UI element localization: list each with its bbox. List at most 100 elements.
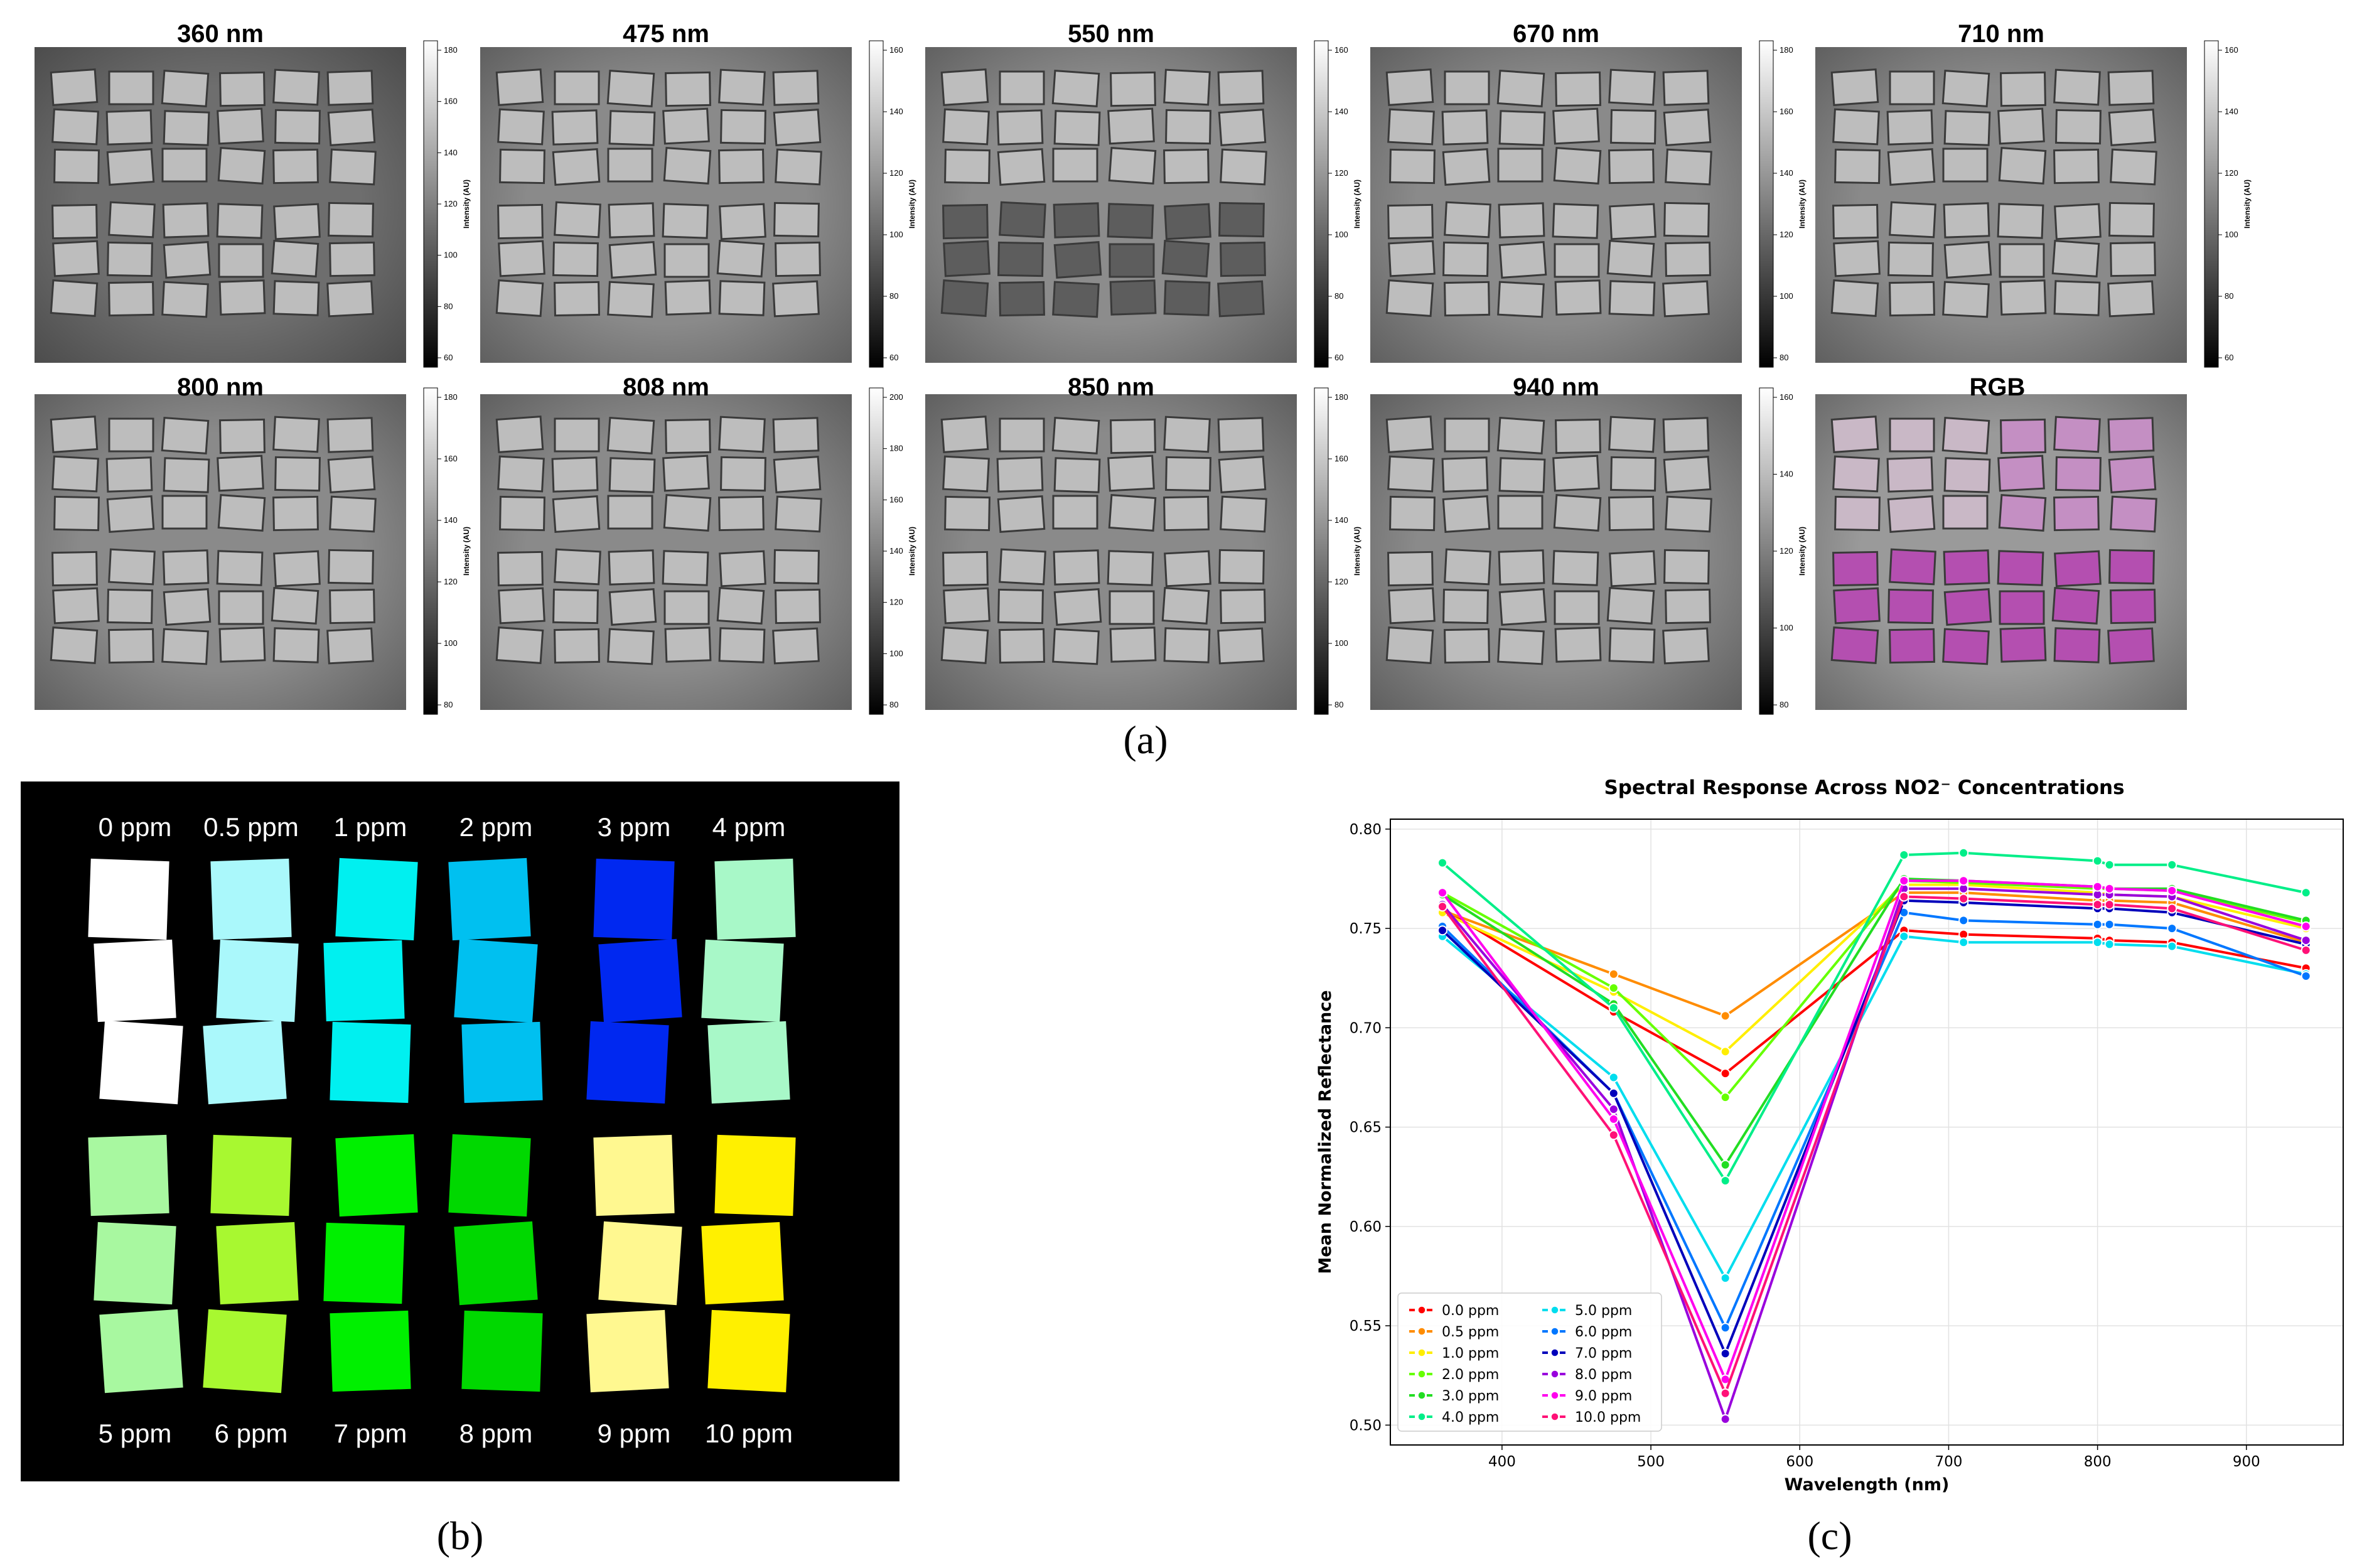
legend-label: 7.0 ppm xyxy=(1575,1346,1632,1361)
sample-square xyxy=(1387,203,1434,240)
sample-square xyxy=(1886,109,1934,146)
data-point xyxy=(1720,1388,1731,1399)
panel-a-label: (a) xyxy=(1123,717,1168,762)
data-point xyxy=(1958,876,1969,886)
sample-square xyxy=(720,456,766,492)
sample-square xyxy=(1109,626,1157,663)
sample-square xyxy=(1997,203,2044,239)
sample-square xyxy=(1665,495,1712,533)
sample-square xyxy=(999,70,1045,105)
sample-square xyxy=(1220,588,1266,625)
sample-square xyxy=(999,201,1046,239)
sample-square xyxy=(108,628,154,664)
data-point xyxy=(1720,1092,1731,1103)
sample-square xyxy=(1109,243,1155,278)
sample-square xyxy=(663,243,710,278)
sample-square xyxy=(2051,240,2100,277)
sample-square xyxy=(1497,495,1544,530)
sample-square xyxy=(1163,627,1211,663)
sample-square xyxy=(1163,68,1211,106)
sample-square xyxy=(271,587,319,625)
sample-square xyxy=(163,457,210,493)
sample-square xyxy=(1444,281,1490,317)
colorbar-tick: 120 xyxy=(1780,230,1793,239)
legend-label: 10.0 ppm xyxy=(1575,1410,1641,1426)
colorbar: 160 140 120 100 80 60 Intensity (AU) xyxy=(2204,40,2252,368)
sample-square xyxy=(940,626,989,664)
data-point xyxy=(1437,925,1448,936)
sample-square xyxy=(772,70,820,106)
sample-square xyxy=(327,456,376,493)
colorbar-tick: 120 xyxy=(444,199,458,208)
sample-square xyxy=(662,203,709,239)
bottom-concentration-label: 7 ppm xyxy=(334,1419,407,1448)
sample-square xyxy=(1217,70,1265,106)
sample-square xyxy=(1497,281,1545,318)
x-tick-label: 900 xyxy=(2233,1454,2260,1470)
sample-square xyxy=(775,588,821,625)
legend-entry: 10.0 ppm xyxy=(1542,1410,1641,1426)
color-swatch xyxy=(707,1309,790,1393)
sample-square xyxy=(217,147,266,185)
color-swatch xyxy=(454,938,538,1023)
sample-square xyxy=(495,68,544,106)
sample-square xyxy=(1887,495,1936,533)
y-tick-label: 0.60 xyxy=(1350,1219,1382,1235)
sample-square xyxy=(108,201,156,239)
colorbar-tick: 120 xyxy=(444,577,458,586)
sample-square xyxy=(608,202,655,239)
colorbar-tick: 120 xyxy=(889,598,903,607)
sample-square xyxy=(1997,107,2045,145)
sample-square xyxy=(1834,148,1881,185)
sample-square xyxy=(1444,628,1490,664)
sample-square xyxy=(108,548,156,586)
sample-square xyxy=(2107,417,2155,453)
sample-square xyxy=(1107,203,1154,239)
data-point xyxy=(2167,941,2177,952)
sample-square xyxy=(50,416,99,453)
sample-square xyxy=(1163,148,1210,185)
sample-square xyxy=(53,148,100,185)
legend-entry: 3.0 ppm xyxy=(1409,1388,1499,1404)
data-point xyxy=(2301,971,2311,982)
sample-square xyxy=(1608,416,1656,453)
sample-square xyxy=(944,148,991,185)
chart-title-text: Spectral Response Across NO2⁻ Concentrat… xyxy=(1604,776,2124,799)
sample-square xyxy=(944,495,991,532)
sample-square xyxy=(943,240,991,277)
sample-square xyxy=(1442,495,1491,533)
sample-square xyxy=(663,590,710,625)
sample-square xyxy=(1889,201,1936,239)
bottom-concentration-label: 5 ppm xyxy=(99,1419,172,1448)
sample-square xyxy=(1052,628,1100,665)
colorbar-label: Intensity (AU) xyxy=(908,180,916,228)
sample-square xyxy=(2055,456,2102,492)
colorbar-label: Intensity (AU) xyxy=(2243,180,2252,228)
sample-square xyxy=(607,281,655,318)
sample-square xyxy=(107,588,153,625)
data-point xyxy=(2092,881,2103,892)
sample-square xyxy=(1889,281,1935,317)
sample-square xyxy=(940,279,989,317)
colorbar: 180 160 140 120 100 80 Intensity (AU) xyxy=(1759,40,1807,368)
sample-square xyxy=(272,495,319,532)
sample-square xyxy=(162,549,210,586)
x-tick-label: 700 xyxy=(1935,1454,1963,1470)
sample-square xyxy=(217,454,264,492)
sample-square xyxy=(1444,201,1491,239)
sample-square xyxy=(607,495,653,530)
sample-square xyxy=(272,68,320,106)
colorbar: 160 140 120 100 80 Intensity (AU) xyxy=(1759,387,1807,715)
data-point xyxy=(1958,937,1969,948)
data-point xyxy=(1720,1176,1731,1186)
data-point xyxy=(2092,899,2103,910)
colorbar-gradient xyxy=(869,387,884,715)
sample-square xyxy=(1442,588,1489,625)
sample-square xyxy=(217,494,266,532)
colorbar-tick: 60 xyxy=(2225,353,2233,362)
data-point xyxy=(1720,1273,1731,1284)
sample-square xyxy=(106,495,155,533)
sample-square xyxy=(1833,587,1881,625)
sample-square xyxy=(1444,548,1491,586)
legend-label: 0.0 ppm xyxy=(1442,1303,1499,1319)
